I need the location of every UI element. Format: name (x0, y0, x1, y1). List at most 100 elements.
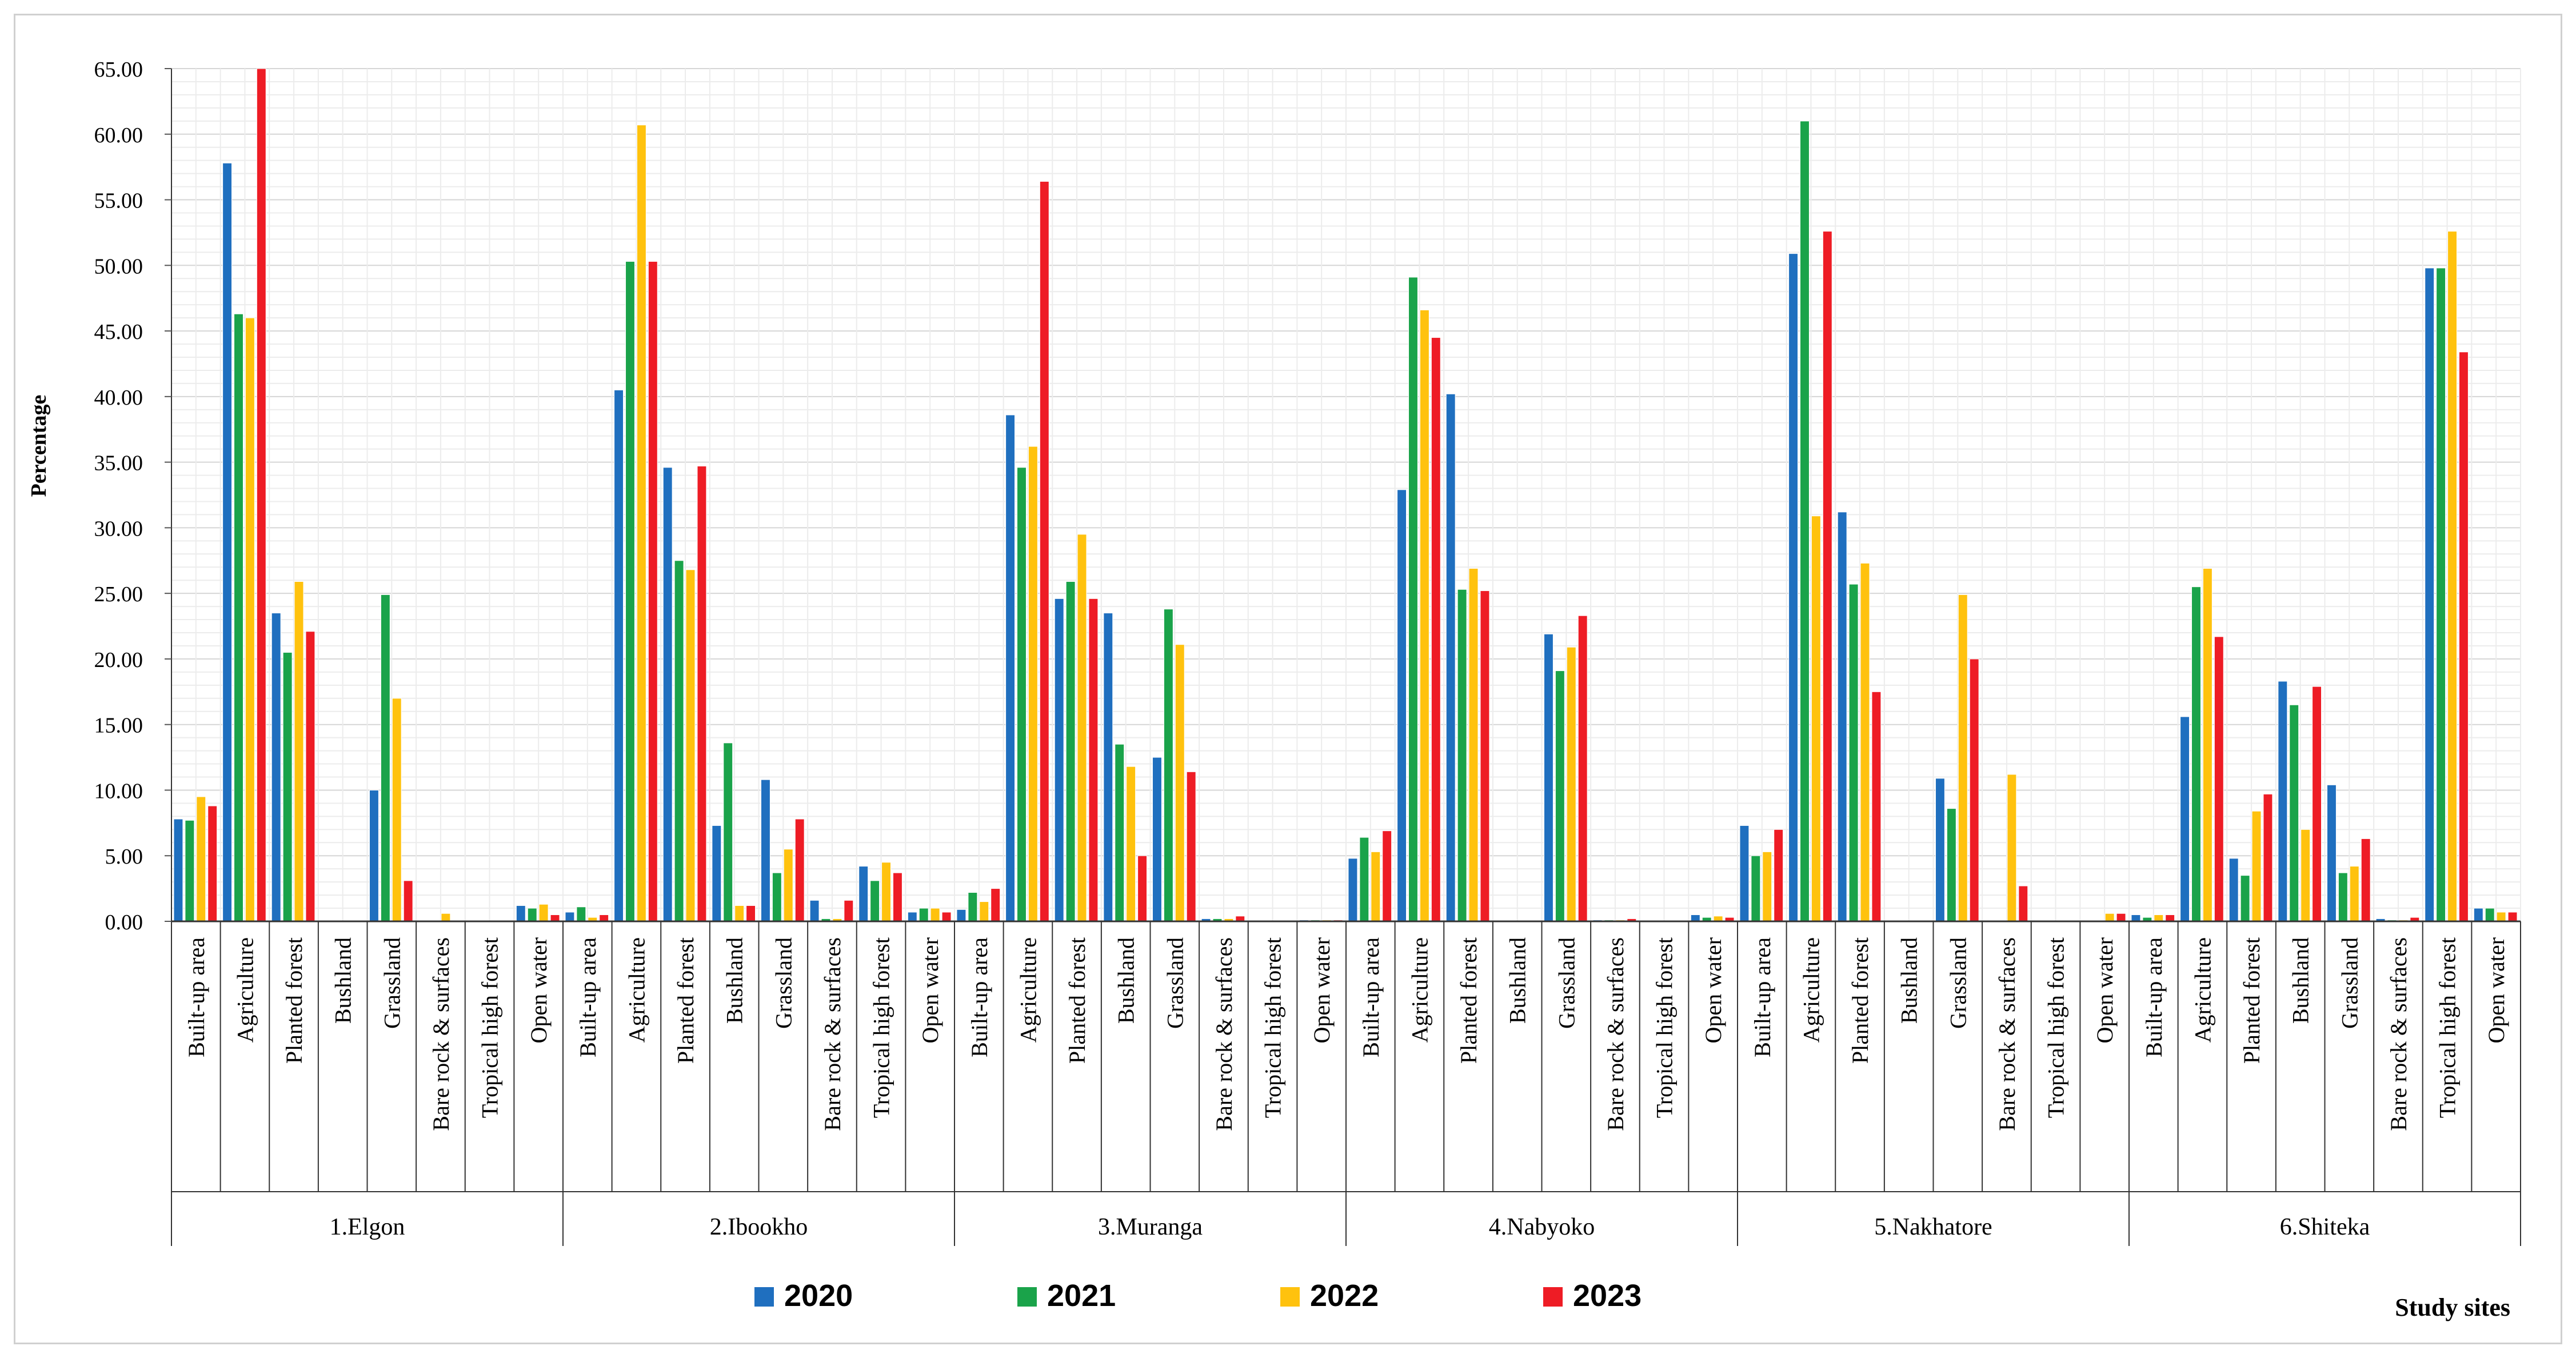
x-category-label: Built-up area (1358, 937, 1384, 1057)
x-category-label: Open water (1700, 937, 1726, 1043)
bar-elgon-7-2020 (516, 905, 526, 922)
bar-shiteka-2-2023 (2263, 793, 2273, 922)
bar-shiteka-3-2023 (2312, 686, 2322, 922)
bar-elgon-2-2022 (294, 581, 304, 922)
bar-ibookho-6-2023 (892, 872, 902, 922)
bar-shiteka-4-2020 (2326, 784, 2337, 922)
bar-ibookho-3-2020 (712, 825, 722, 922)
x-category-label: Bushland (330, 937, 356, 1024)
y-tick-label: 15.00 (94, 714, 143, 738)
bar-nakhatore-1-2021 (1800, 121, 1810, 922)
bar-ibookho-1-2021 (625, 261, 635, 922)
x-category-label: Grassland (379, 937, 405, 1029)
bar-nabyoko-2-2022 (1468, 568, 1479, 922)
bar-nabyoko-4-2022 (1566, 646, 1576, 922)
x-category-label: Bare rock & surfaces (2386, 937, 2411, 1131)
y-tick-label: 25.00 (94, 582, 143, 606)
y-tick-label: 30.00 (94, 517, 143, 541)
y-tick-label: 5.00 (105, 845, 143, 869)
bar-shiteka-4-2023 (2361, 838, 2371, 922)
bar-muranga-3-2023 (1137, 855, 1148, 922)
bar-elgon-7-2022 (538, 904, 549, 922)
bar-elgon-7-2021 (527, 908, 537, 922)
x-category-label: Bare rock & surfaces (428, 937, 454, 1131)
bar-elgon-1-2021 (234, 313, 243, 922)
x-site-label: 4.Nabyoko (1489, 1214, 1595, 1240)
y-tick-label: 40.00 (94, 386, 143, 410)
y-tick-label: 20.00 (94, 648, 143, 672)
bar-nakhatore-0-2022 (1762, 851, 1772, 922)
bar-nabyoko-0-2022 (1371, 851, 1381, 922)
y-tick-label: 50.00 (94, 254, 143, 278)
bar-nabyoko-4-2021 (1555, 670, 1565, 922)
bar-elgon-4-2022 (392, 698, 402, 922)
legend-label-2020: 2020 (784, 1279, 853, 1313)
x-category-label: Built-up area (575, 937, 601, 1057)
x-category-label: Tropical high forest (2043, 937, 2069, 1118)
x-category-label: Agriculture (1407, 937, 1432, 1043)
x-category-label: Open water (526, 937, 552, 1043)
bar-nakhatore-4-2021 (1946, 808, 1956, 922)
bar-shiteka-2-2022 (2251, 810, 2262, 922)
bar-nakhatore-2-2021 (1848, 584, 1859, 922)
bar-ibookho-7-2020 (907, 912, 917, 922)
x-site-label: 3.Muranga (1098, 1214, 1203, 1240)
bar-elgon-1-2020 (222, 162, 233, 922)
x-category-label: Bare rock & surfaces (820, 937, 845, 1131)
x-category-label: Bushland (2288, 937, 2314, 1024)
bar-muranga-2-2021 (1065, 581, 1076, 922)
bar-nabyoko-0-2020 (1348, 858, 1358, 922)
bar-nakhatore-7-2023 (2116, 913, 2126, 922)
x-category-label: Agriculture (2190, 937, 2215, 1043)
bar-shiteka-0-2020 (2131, 914, 2141, 922)
bar-ibookho-7-2023 (941, 912, 952, 922)
legend: 2020 2021 2022 2023 (754, 1279, 1642, 1313)
bar-nabyoko-2-2020 (1445, 393, 1456, 922)
bar-elgon-1-2023 (256, 68, 266, 922)
y-tick-label: 10.00 (94, 779, 143, 803)
bar-muranga-4-2023 (1186, 771, 1196, 922)
x-category-label: Bushland (1505, 937, 1531, 1024)
axes (171, 69, 2521, 1246)
bar-muranga-1-2023 (1039, 181, 1049, 922)
bar-shiteka-4-2022 (2349, 866, 2359, 922)
x-category-label: Built-up area (183, 937, 209, 1057)
bar-ibookho-3-2023 (746, 905, 756, 922)
bar-ibookho-0-2021 (576, 906, 586, 922)
bar-ibookho-4-2020 (760, 779, 770, 922)
bar-shiteka-0-2023 (2165, 914, 2175, 922)
bar-muranga-2-2022 (1077, 534, 1087, 922)
bar-elgon-1-2022 (245, 317, 255, 922)
bar-elgon-0-2022 (196, 796, 206, 922)
bar-ibookho-6-2021 (870, 880, 880, 922)
bar-ibookho-1-2020 (614, 389, 624, 922)
bar-shiteka-3-2022 (2301, 829, 2311, 922)
legend-swatch-2020 (754, 1287, 774, 1307)
bar-muranga-0-2020 (956, 909, 967, 922)
bar-nakhatore-1-2022 (1811, 516, 1821, 922)
bar-ibookho-4-2022 (783, 849, 793, 922)
legend-swatch-2022 (1280, 1287, 1300, 1307)
x-axis-label: Study sites (2395, 1293, 2510, 1321)
bar-muranga-3-2020 (1103, 613, 1113, 922)
x-category-label: Grassland (1553, 937, 1579, 1029)
bar-shiteka-3-2020 (2278, 681, 2288, 922)
bar-nabyoko-1-2021 (1408, 277, 1418, 922)
bar-elgon-2-2020 (271, 613, 281, 922)
x-category-label: Built-up area (2141, 937, 2167, 1057)
x-site-label: 2.Ibookho (710, 1214, 808, 1240)
x-category-label: Grassland (1945, 937, 1971, 1029)
bar-ibookho-0-2023 (599, 914, 609, 922)
bar-shiteka-1-2020 (2180, 716, 2190, 922)
bar-nakhatore-0-2020 (1739, 825, 1750, 922)
bar-elgon-4-2020 (369, 789, 379, 922)
x-category-label: Bare rock & surfaces (1211, 937, 1237, 1131)
y-tick-label: 65.00 (94, 58, 143, 82)
bar-shiteka-7-2022 (2496, 912, 2506, 922)
bar-nakhatore-1-2023 (1822, 231, 1832, 922)
x-category-label: Tropical high forest (869, 937, 894, 1118)
x-category-label: Planted forest (1064, 937, 1090, 1064)
x-category-label: Tropical high forest (2435, 937, 2461, 1118)
bar-ibookho-2-2021 (674, 560, 684, 922)
